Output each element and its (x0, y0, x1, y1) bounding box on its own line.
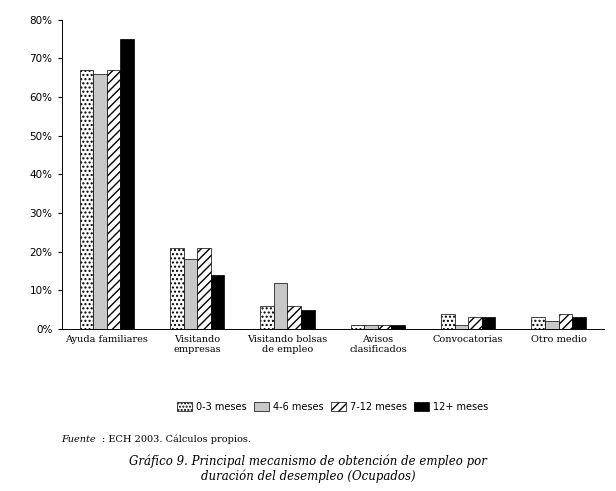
Bar (79, 70, 93, 329)
Bar (93, 74, 107, 329)
Bar (351, 325, 364, 329)
Bar (391, 325, 405, 329)
Bar (468, 317, 482, 329)
Bar (170, 248, 184, 329)
Text: Gráfico 9. Principal mecanismo de obtención de empleo por
duración del desempleo: Gráfico 9. Principal mecanismo de obtenc… (129, 454, 487, 483)
Bar (197, 248, 211, 329)
Bar (274, 283, 288, 329)
Bar (288, 306, 301, 329)
Bar (559, 314, 572, 329)
Bar (455, 325, 468, 329)
Legend: 0-3 meses, 4-6 meses, 7-12 meses, 12+ meses: 0-3 meses, 4-6 meses, 7-12 meses, 12+ me… (177, 402, 488, 412)
Bar (378, 325, 391, 329)
Text: : ECH 2003. Cálculos propios.: : ECH 2003. Cálculos propios. (102, 435, 251, 444)
Bar (120, 39, 134, 329)
Bar (301, 310, 315, 329)
Bar (184, 259, 197, 329)
Bar (572, 317, 586, 329)
Bar (441, 314, 455, 329)
Text: Fuente: Fuente (62, 435, 96, 443)
Bar (545, 321, 559, 329)
Bar (211, 275, 224, 329)
Bar (364, 325, 378, 329)
Bar (107, 70, 120, 329)
Bar (482, 317, 495, 329)
Bar (532, 317, 545, 329)
Bar (261, 306, 274, 329)
